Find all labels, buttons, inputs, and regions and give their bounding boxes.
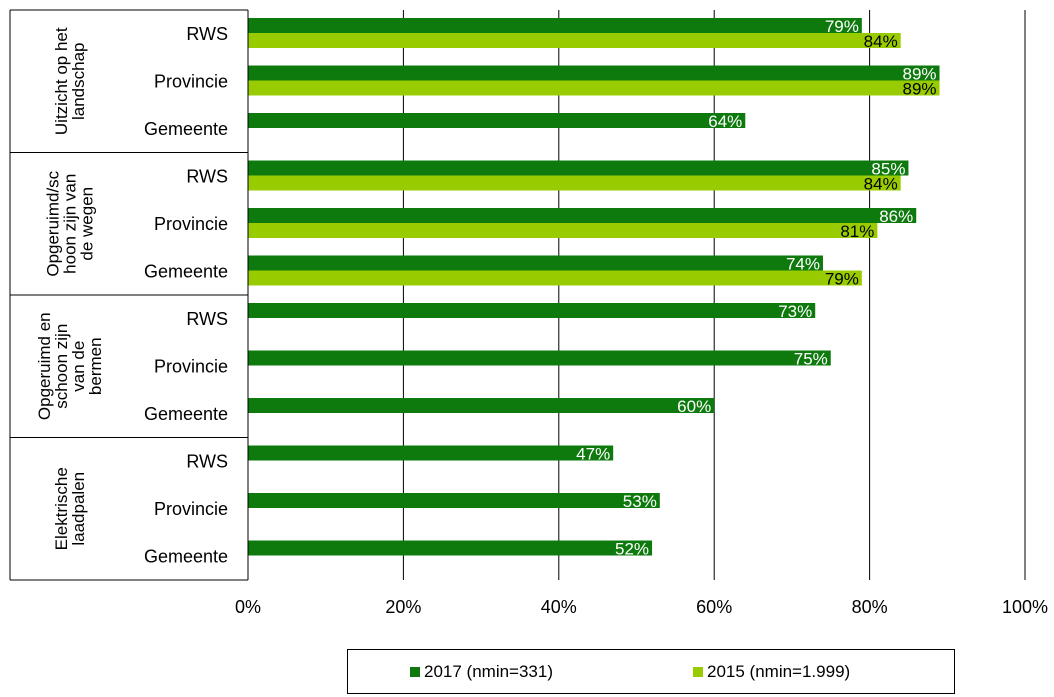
bar-2017 xyxy=(248,18,862,33)
data-label: 81% xyxy=(840,222,874,241)
category-label: RWS xyxy=(186,451,228,471)
bar-2017 xyxy=(248,398,715,413)
category-label: Provincie xyxy=(154,214,228,234)
bar-2015 xyxy=(248,80,940,96)
group-label: landschap xyxy=(69,42,88,120)
bar-2015 xyxy=(248,175,901,191)
bar-2015 xyxy=(248,270,862,286)
legend-label-2017: 2017 (nmin=331) xyxy=(424,662,554,681)
group-label: Uitzicht op het xyxy=(52,27,71,135)
category-label: Provincie xyxy=(154,499,228,519)
legend-swatch-2015 xyxy=(693,667,703,677)
x-tick-label: 40% xyxy=(541,597,577,617)
legend-swatch-2017 xyxy=(410,667,420,677)
data-label: 75% xyxy=(794,350,828,369)
data-label: 73% xyxy=(778,302,812,321)
category-label: Gemeente xyxy=(144,119,228,139)
group-label: bermen xyxy=(86,337,105,395)
data-label: 64% xyxy=(708,112,742,131)
data-label: 84% xyxy=(864,175,898,194)
bar-2017 xyxy=(248,493,660,508)
data-label: 86% xyxy=(879,207,913,226)
x-tick-label: 60% xyxy=(696,597,732,617)
x-tick-label: 0% xyxy=(235,597,261,617)
bar-2017 xyxy=(248,350,831,366)
bar-2017 xyxy=(248,208,917,223)
bar-2017 xyxy=(248,255,823,271)
data-label: 74% xyxy=(786,255,820,274)
bar-2017 xyxy=(248,113,746,128)
category-label: Gemeente xyxy=(144,546,228,566)
data-label: 85% xyxy=(871,160,905,179)
group-label: van de xyxy=(69,341,88,392)
group-label: laadpalen xyxy=(69,472,88,546)
bar-2017 xyxy=(248,445,614,461)
data-label: 79% xyxy=(825,17,859,36)
data-label: 60% xyxy=(677,397,711,416)
x-tick-label: 20% xyxy=(385,597,421,617)
category-label: RWS xyxy=(186,309,228,329)
bar-2017 xyxy=(248,65,940,81)
legend-item-2017: 2017 (nmin=331) xyxy=(410,662,553,682)
bar-2015 xyxy=(248,33,901,48)
group-label: de wegen xyxy=(78,187,97,261)
category-label: Gemeente xyxy=(144,404,228,424)
group-label: Opgeruimd/sc xyxy=(44,170,63,276)
bar-2015 xyxy=(248,223,878,238)
category-label: RWS xyxy=(186,166,228,186)
bar-2017 xyxy=(248,303,816,318)
data-label: 47% xyxy=(576,445,610,464)
group-label: schoon zijn xyxy=(52,324,71,409)
data-label: 53% xyxy=(623,492,657,511)
data-label: 84% xyxy=(864,32,898,51)
data-label: 52% xyxy=(615,540,649,559)
group-label: hoon zijn van xyxy=(61,174,80,274)
bar-2017 xyxy=(248,160,909,176)
x-tick-label: 100% xyxy=(1002,597,1048,617)
legend-item-2015: 2015 (nmin=1.999) xyxy=(693,662,850,682)
group-label: Elektrische xyxy=(52,467,71,550)
category-label: Gemeente xyxy=(144,261,228,281)
category-label: Provincie xyxy=(154,71,228,91)
data-label: 79% xyxy=(825,270,859,289)
data-label: 89% xyxy=(903,80,937,99)
data-label: 89% xyxy=(903,65,937,84)
bar-2017 xyxy=(248,540,653,556)
legend: 2017 (nmin=331) 2015 (nmin=1.999) xyxy=(347,649,955,694)
category-label: RWS xyxy=(186,24,228,44)
legend-label-2015: 2015 (nmin=1.999) xyxy=(707,662,851,681)
category-label: Provincie xyxy=(154,356,228,376)
x-tick-label: 80% xyxy=(852,597,888,617)
group-label: Opgeruimd en xyxy=(35,312,54,420)
